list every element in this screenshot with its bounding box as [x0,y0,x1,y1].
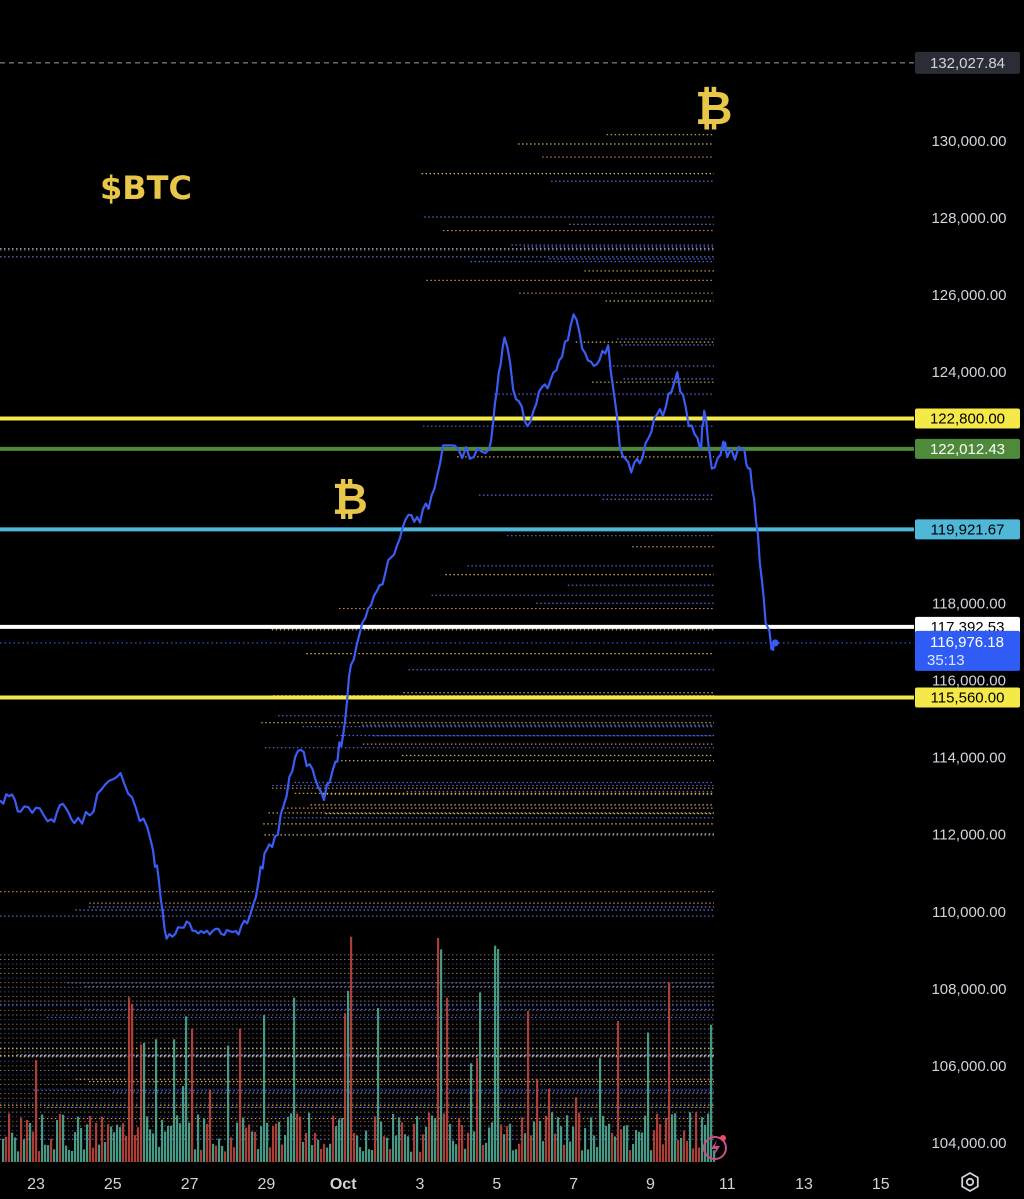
y-tick-label: 108,000.00 [931,981,1006,998]
y-tick-label: 110,000.00 [932,904,1006,921]
x-tick-label: 5 [492,1176,501,1193]
y-tick-label: 114,000.00 [932,750,1006,767]
svg-text:132,027.84: 132,027.84 [930,55,1005,72]
svg-text:122,800.00: 122,800.00 [930,410,1005,427]
y-tick-label: 104,000.00 [931,1135,1006,1152]
svg-text:122,012.43: 122,012.43 [930,441,1005,458]
bitcoin-symbol-icon: ₿ [695,81,733,135]
y-tick-label: 118,000.00 [932,595,1006,612]
level-badge: 115,560.00 [915,687,1020,708]
svg-text:116,976.18: 116,976.18 [930,634,1004,651]
x-tick-label: 25 [104,1176,122,1193]
price-series-line [0,313,775,940]
x-tick-label: 3 [416,1176,425,1193]
y-tick-label: 112,000.00 [932,827,1006,844]
x-tick-label: Oct [330,1176,357,1193]
y-tick-label: 128,000.00 [931,210,1006,227]
level-badge: 119,921.67 [915,519,1020,540]
y-tick-label: 116,000.00 [932,673,1006,690]
svg-text:119,921.67: 119,921.67 [931,521,1005,538]
x-tick-label: 23 [27,1176,45,1193]
x-tick-label: 27 [181,1176,199,1193]
x-tick-label: 13 [795,1176,813,1193]
svg-text:35:13: 35:13 [927,652,965,669]
y-tick-label: 130,000.00 [931,133,1006,150]
top-dashed-badge: 132,027.84 [915,51,1020,74]
ticker-label: $BTC [100,169,192,207]
x-tick-label: 29 [258,1176,276,1193]
level-badge: 122,800.00 [915,408,1020,429]
y-axis: 104,000.00 106,000.00 108,000.00 110,000.00… [931,133,1006,1152]
y-tick-label: 124,000.00 [931,364,1006,381]
settings-gear-icon[interactable] [961,1171,979,1193]
y-tick-label: 106,000.00 [931,1058,1006,1075]
price-badges: 122,800.00122,012.43119,921.67117,392.53… [915,51,1020,708]
last-price-dot [771,639,779,647]
bitcoin-symbol-icon-mid: ₿ [332,474,368,525]
x-tick-label: 15 [872,1176,890,1193]
x-tick-label: 7 [569,1176,578,1193]
y-tick-label: 126,000.00 [931,287,1006,304]
x-tick-label: 11 [719,1176,736,1193]
svg-text:115,560.00: 115,560.00 [931,689,1005,706]
x-axis: 23 25 27 29 Oct 3 5 7 9 11 13 15 [27,1176,890,1193]
level-badge: 122,012.43 [915,438,1020,459]
x-tick-label: 9 [646,1176,655,1193]
lightning-replay-icon[interactable] [703,1135,727,1160]
volume-histogram [2,936,716,1162]
